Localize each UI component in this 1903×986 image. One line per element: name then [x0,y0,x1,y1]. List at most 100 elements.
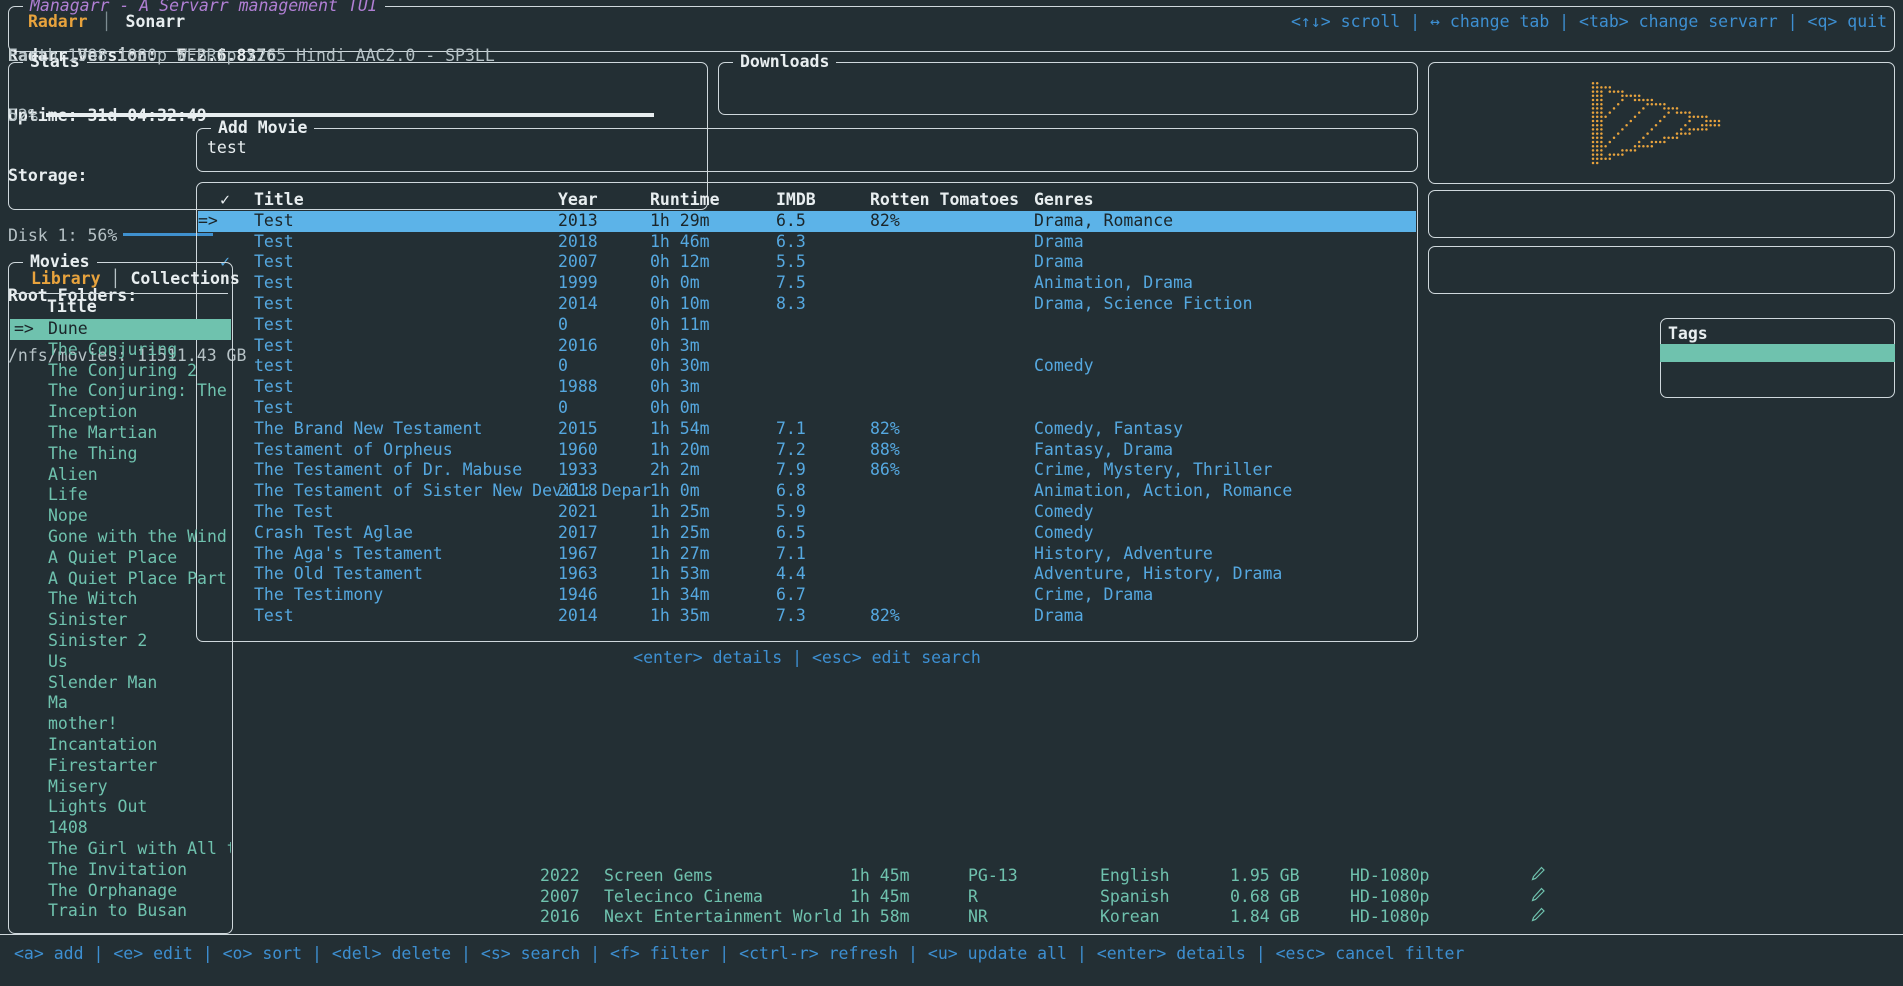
list-item-label: The Invitation [48,859,188,879]
download-item-name: Earth 1998 1080p WEBRip x265 Hindi AAC2.… [8,46,495,65]
detail-year: 2007 [540,886,580,906]
table-row[interactable]: The Testimony 1946 1h 34m 6.7 Crime, Drama [198,585,1416,606]
list-item-label: Us [48,651,68,671]
row-runtime: 0h 12m [650,252,710,272]
list-item[interactable]: Gone with the Wind [10,527,231,548]
row-imdb: 6.8 [776,481,806,501]
list-item[interactable]: The Conjuring 2 [10,361,231,382]
right-info-box-1 [1428,190,1895,238]
detail-runtime: 1h 45m [850,886,910,906]
list-item[interactable]: Train to Busan [10,901,231,922]
list-item[interactable]: Firestarter [10,756,231,777]
list-item[interactable]: Ma [10,693,231,714]
list-item[interactable]: Misery [10,777,231,798]
table-row[interactable]: The Old Testament 1963 1h 53m 4.4 Adventure,… [198,564,1416,585]
row-year: 2014 [558,293,598,313]
list-item[interactable]: Alien [10,465,231,486]
list-item[interactable]: mother! [10,714,231,735]
row-year: 1988 [558,377,598,397]
list-item[interactable]: The Witch [10,589,231,610]
movies-list[interactable]: => Dune The Conjuring The Conjuring 2 The Co… [10,319,231,931]
add-movie-panel[interactable]: Add Movie test [196,118,1418,172]
table-row[interactable]: Test 2014 1h 35m 7.3 82% Drama [198,606,1416,627]
list-item[interactable]: Sinister 2 [10,631,231,652]
detail-studio: Screen Gems [604,866,714,885]
table-row[interactable]: ✓ Test 2007 0h 12m 5.5 Drama [198,252,1416,273]
list-item[interactable]: Slender Man [10,673,231,694]
table-row[interactable]: The Aga's Testament 1967 1h 27m 7.1 History,… [198,544,1416,565]
disk-percent: 56% [87,226,118,245]
list-item[interactable]: The Girl with All the [10,839,231,860]
list-item[interactable]: The Orphanage [10,881,231,902]
list-item[interactable]: Inception [10,402,231,423]
table-row[interactable]: The Testament of Sister New Devil: Depar… [198,481,1416,502]
list-item[interactable]: The Thing [10,444,231,465]
row-year: 2016 [558,335,598,355]
table-header-row: ✓ Title Year Runtime IMDB Rotten Tomatoe… [198,190,1416,211]
list-item-label: Nope [48,506,88,526]
table-row[interactable]: Test 2014 0h 10m 8.3 Drama, Science Fiction [198,294,1416,315]
list-item[interactable]: 1408 [10,818,231,839]
list-item[interactable]: The Conjuring: The De [10,381,231,402]
list-item[interactable]: The Invitation [10,860,231,881]
detail-certification: NR [968,907,988,926]
row-runtime: 1h 25m [650,501,710,521]
list-item[interactable]: => Dune [10,319,231,340]
row-runtime: 0h 11m [650,314,710,334]
table-row[interactable]: Test 1988 0h 3m [198,377,1416,398]
row-genres: Comedy, Fantasy [1034,418,1184,438]
row-year: 2007 [558,252,598,272]
table-row[interactable]: Test 0 0h 0m [198,398,1416,419]
detail-runtime: 1h 58m [850,907,910,926]
list-item[interactable]: Nope [10,506,231,527]
list-item[interactable]: A Quiet Place Part II [10,569,231,590]
table-row[interactable]: test 0 0h 30m Comedy [198,356,1416,377]
row-title: The Testament of Sister New Devil: Depar [254,481,652,501]
table-row[interactable]: The Test 2021 1h 25m 5.9 Comedy [198,502,1416,523]
detail-runtime: 1h 45m [850,866,910,885]
list-item[interactable]: Sinister [10,610,231,631]
table-row[interactable]: Test 1999 0h 0m 7.5 Animation, Drama [198,273,1416,294]
row-checkbox: ✓ [220,252,230,272]
list-item[interactable]: Lights Out [10,797,231,818]
list-item[interactable]: Incantation [10,735,231,756]
servarr-tab-strip: Radarr │ Sonarr [14,12,199,32]
tab-library[interactable]: Library [31,269,101,288]
row-genres: History, Adventure [1034,543,1213,563]
table-row[interactable]: Crash Test Aglae 2017 1h 25m 6.5 Comedy [198,523,1416,544]
list-item[interactable]: Us [10,652,231,673]
table-row[interactable]: The Testament of Dr. Mabuse 1933 2h 2m 7.9 8… [198,460,1416,481]
detail-studio: Next Entertainment World [604,907,843,926]
app-title: Managarr - A Servarr management TUI [23,0,385,16]
table-row[interactable]: => Test 2013 1h 29m 6.5 82% Drama, Romance [198,210,1416,232]
row-imdb: 5.9 [776,501,806,521]
add-movie-hint: <enter> details | <esc> edit search [633,648,981,667]
table-row[interactable]: Test 2016 0h 3m [198,336,1416,357]
list-item-label: Inception [48,402,138,422]
tab-sonarr[interactable]: Sonarr [125,12,186,31]
row-imdb: 7.2 [776,439,806,459]
row-title: Test [254,210,294,230]
row-runtime: 1h 20m [650,439,710,459]
tags-selected-row[interactable] [1660,344,1895,362]
table-row[interactable]: Test 0 0h 11m [198,315,1416,336]
tab-collections[interactable]: Collections [130,269,240,288]
row-genres: Comedy [1034,501,1094,521]
table-row[interactable]: Testament of Orpheus 1960 1h 20m 7.2 88% Fant… [198,440,1416,461]
list-item[interactable]: Life [10,485,231,506]
table-row[interactable]: The Brand New Testament 2015 1h 54m 7.1 82% C… [198,419,1416,440]
list-item-label: Ma [48,693,68,713]
list-item[interactable]: The Martian [10,423,231,444]
row-rotten-tomatoes: 86% [870,460,900,480]
table-row[interactable]: Test 2018 1h 46m 6.3 Drama [198,232,1416,253]
tab-radarr[interactable]: Radarr [28,12,88,31]
row-year: 2018 [558,481,598,501]
list-item[interactable]: The Conjuring [10,340,231,361]
detail-language: Korean [1100,907,1160,926]
row-title: Crash Test Aglae [254,522,413,542]
logo-panel [1428,62,1895,184]
row-runtime: 0h 30m [650,356,710,376]
add-movie-search-input[interactable]: test [207,138,247,157]
list-item[interactable]: A Quiet Place [10,548,231,569]
column-header-check: ✓ [220,190,230,209]
